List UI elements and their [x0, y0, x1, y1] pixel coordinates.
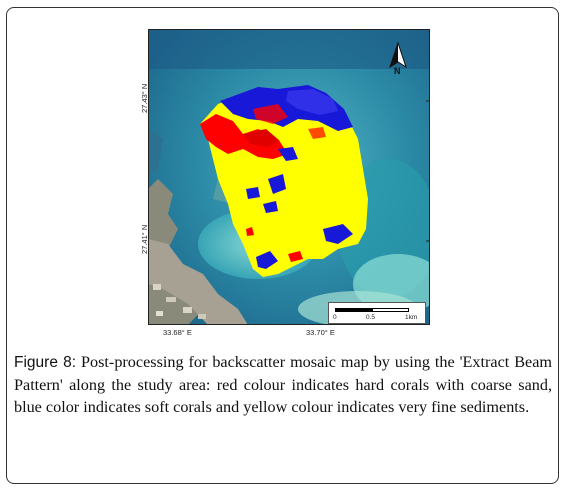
north-label: N: [394, 66, 401, 76]
scale-tick-0: 0: [333, 314, 337, 321]
lon-label-east: 33.70° E: [306, 328, 335, 337]
scale-bar-white-segment: [372, 308, 409, 312]
figure-caption: Figure 8: Post-processing for backscatte…: [14, 351, 552, 418]
scale-tick-half: 0.5: [366, 314, 376, 321]
lat-label-north: 27.43° N: [140, 83, 149, 113]
caption-label: Figure 8:: [14, 354, 77, 371]
lat-label-south: 27.41° N: [140, 224, 149, 254]
caption-text: Post-processing for backscatter mosaic m…: [14, 353, 552, 416]
scale-tick-1km: 1km: [405, 314, 418, 321]
north-arrow-icon: [389, 41, 407, 69]
scale-bar: 0 0.5 1km: [328, 302, 426, 324]
scale-bar-black-segment: [335, 308, 372, 312]
mosaic-hard-corals: [200, 114, 288, 159]
lon-label-west: 33.68° E: [163, 328, 192, 337]
